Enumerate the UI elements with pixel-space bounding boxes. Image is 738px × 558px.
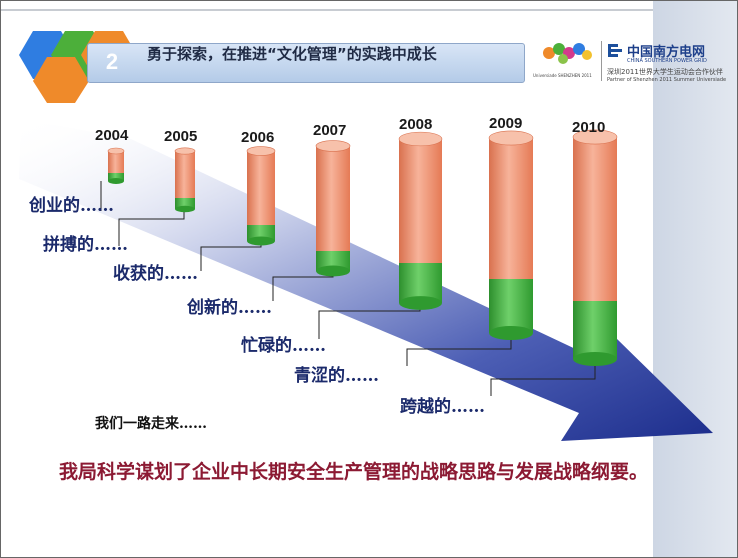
partner-en: Partner of Shenzhen 2011 Summer Universi…	[607, 77, 727, 83]
year-cylinder	[572, 129, 618, 367]
year-cylinder	[398, 131, 443, 310]
cylinder-green-segment	[108, 173, 124, 181]
stage-label: 收获的……	[113, 264, 198, 284]
year-cylinder	[107, 147, 125, 184]
leader-line	[406, 333, 512, 366]
top-divider	[1, 9, 653, 11]
hex-orange-bottom	[33, 57, 89, 103]
summary-text: 我局科学谋划了企业中长期安全生产管理的战略思路与发展战略纲要。	[59, 461, 649, 483]
cylinder-green-segment	[316, 251, 350, 271]
cylinder-base	[316, 265, 350, 277]
logo-divider	[601, 41, 602, 81]
leader-line	[490, 359, 596, 396]
cylinder-green-segment	[573, 301, 617, 359]
cylinder-top	[315, 140, 351, 152]
stage-label: 拼搏的……	[43, 235, 128, 255]
cylinder-top	[174, 147, 196, 155]
cylinder-base	[573, 351, 617, 367]
year-label: 2005	[164, 128, 198, 145]
stage-label: 创业的……	[29, 196, 114, 216]
year-label: 2010	[572, 119, 606, 136]
title-bar	[87, 43, 525, 83]
section-number: 2	[105, 49, 119, 74]
cylinder-orange-segment	[108, 151, 124, 173]
cylinder-base	[399, 296, 442, 310]
year-cylinder	[246, 146, 276, 246]
year-label: 2006	[241, 129, 275, 146]
cylinder-green-segment	[489, 279, 533, 333]
power-grid-icon	[608, 44, 622, 57]
grid-name-en: CHINA SOUTHERN POWER GRID	[627, 58, 707, 64]
stage-label: 青涩的……	[294, 366, 379, 386]
cylinder-top	[572, 129, 618, 145]
page-title: 勇于探索，在推进“文化管理”的实践中成长	[147, 45, 437, 63]
year-cylinder	[174, 147, 196, 213]
cylinder-base	[108, 178, 124, 184]
cylinder-orange-segment	[489, 138, 533, 279]
cylinder-orange-segment	[573, 137, 617, 301]
cylinder-top	[488, 130, 534, 146]
cylinder-orange-segment	[316, 146, 350, 251]
cylinder-top	[246, 146, 276, 156]
universiade-text: Universiade SHENZHEN 2011	[533, 73, 592, 78]
cylinder-base	[247, 236, 275, 246]
stage-label: 跨越的……	[400, 397, 485, 417]
year-label: 2004	[95, 127, 129, 144]
year-label: 2009	[489, 115, 523, 132]
cylinder-top	[107, 147, 125, 155]
grid-name-cn: 中国南方电网	[627, 45, 706, 60]
year-label: 2007	[313, 122, 347, 139]
cylinder-top	[398, 131, 443, 147]
stage-label: 忙碌的……	[241, 336, 326, 356]
leader-line	[118, 209, 185, 246]
right-decor-strip	[653, 1, 737, 557]
year-cylinder	[488, 130, 534, 341]
cylinder-base	[489, 325, 533, 341]
year-cylinders	[107, 129, 618, 367]
stage-label: 创新的……	[187, 298, 272, 318]
year-cylinder	[315, 140, 351, 277]
logo-area: Universiade SHENZHEN 2011 中国南方电网 CHINA S…	[531, 37, 731, 89]
universiade-logo	[543, 43, 592, 64]
partner-cn: 深圳2011世界大学生运动会合作伙伴	[607, 68, 723, 76]
year-label: 2008	[399, 116, 433, 133]
journey-text: 我们一路走来……	[95, 416, 207, 432]
cylinder-orange-segment	[175, 151, 195, 198]
cylinder-green-segment	[175, 198, 195, 209]
cylinder-orange-segment	[247, 151, 275, 225]
cylinder-green-segment	[247, 225, 275, 241]
cylinder-orange-segment	[399, 139, 442, 263]
cylinder-base	[175, 205, 195, 213]
